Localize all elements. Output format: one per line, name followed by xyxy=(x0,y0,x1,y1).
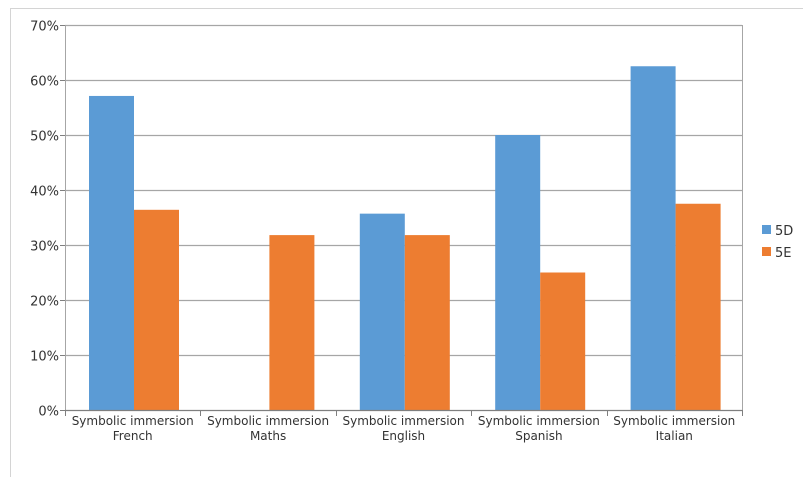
x-category-label: French xyxy=(113,429,153,443)
x-category-label: Spanish xyxy=(515,429,562,443)
x-category-label: Symbolic immersion xyxy=(72,414,194,428)
bar-5d-3 xyxy=(495,135,541,410)
chart-frame xyxy=(10,8,803,477)
y-tick-label: 60% xyxy=(30,75,59,90)
y-tick-label: 20% xyxy=(30,295,59,310)
x-category-label: Maths xyxy=(250,429,286,443)
y-tick-label: 50% xyxy=(30,130,59,145)
bar-5e-3 xyxy=(540,272,586,410)
y-tick-label: 30% xyxy=(30,240,59,255)
bar-5d-0 xyxy=(89,95,134,410)
legend-swatch-5d xyxy=(762,225,771,234)
bar-5d-4 xyxy=(630,66,676,410)
y-tick-label: 40% xyxy=(30,185,59,200)
x-category-label: Italian xyxy=(656,429,693,443)
x-category-label: English xyxy=(382,429,425,443)
bar-5d-2 xyxy=(359,213,405,410)
bar-5e-4 xyxy=(675,203,721,410)
y-tick-label: 0% xyxy=(38,405,59,420)
bar-5e-2 xyxy=(404,235,450,410)
bar-5e-0 xyxy=(134,209,179,410)
x-category-label: Symbolic immersion xyxy=(613,414,735,428)
x-category-label: Symbolic immersion xyxy=(342,414,464,428)
legend-label-5e: 5E xyxy=(775,246,792,261)
bar-5e-1 xyxy=(269,235,315,410)
legend-label-5d: 5D xyxy=(775,224,793,239)
y-tick-label: 10% xyxy=(30,350,59,365)
x-category-label: Symbolic immersion xyxy=(478,414,600,428)
y-tick-label: 70% xyxy=(30,20,59,35)
legend-swatch-5e xyxy=(762,247,771,256)
x-category-label: Symbolic immersion xyxy=(207,414,329,428)
